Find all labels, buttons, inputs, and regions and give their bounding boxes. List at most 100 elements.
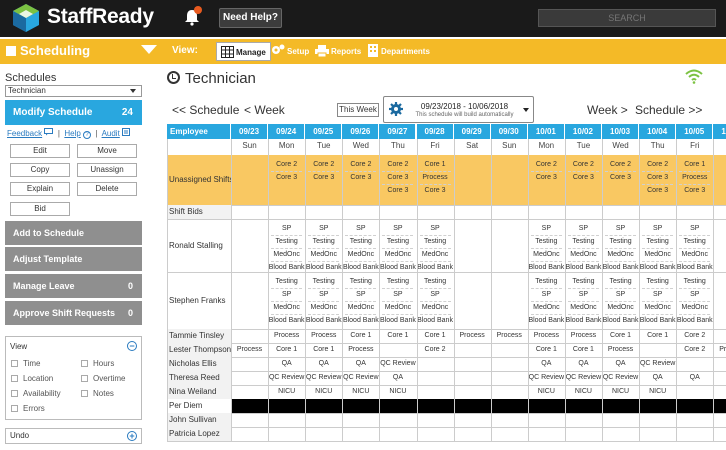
shift-entry[interactable]: Testing [646, 278, 669, 285]
nav-departments[interactable]: Departments [367, 42, 430, 61]
move-button[interactable]: Move [77, 144, 137, 158]
approve-shift-requests-button[interactable]: Approve Shift Requests 0 [5, 301, 142, 325]
shift-entry[interactable]: Testing [683, 238, 706, 245]
date-header[interactable]: 09/24 [268, 124, 306, 139]
manage-leave-button[interactable]: Manage Leave 0 [5, 274, 142, 298]
shift-entry[interactable]: Core 3 [610, 174, 632, 181]
shift-entry[interactable]: Blood Bank [676, 264, 713, 271]
shift-entry[interactable]: MedOnc [310, 251, 337, 258]
view-option-time[interactable]: Time [11, 359, 40, 368]
shift-entry[interactable]: Core 3 [387, 174, 409, 181]
shift-entry[interactable]: SP [615, 225, 626, 232]
add-to-schedule-button[interactable]: Add to Schedule [5, 221, 142, 245]
view-option-availability[interactable]: Availability [11, 389, 61, 398]
shift-entry[interactable]: Testing [572, 278, 595, 285]
shift-entry[interactable]: NICU [649, 388, 667, 395]
shift-entry[interactable]: Blood Bank [305, 264, 342, 271]
shift-entry[interactable]: Testing [572, 238, 595, 245]
shift-entry[interactable]: NICU [537, 388, 555, 395]
shift-entry[interactable]: Testing [683, 278, 706, 285]
shift-entry[interactable]: QA [541, 360, 552, 367]
shift-entry[interactable]: QC Review [380, 360, 416, 367]
shift-entry[interactable]: MedOnc [570, 251, 597, 258]
shift-entry[interactable]: SP [541, 291, 552, 298]
shift-entry[interactable]: Core 1 [572, 346, 594, 353]
shift-entry[interactable]: NICU [278, 388, 296, 395]
shift-entry[interactable]: Core 2 [684, 332, 706, 339]
shift-entry[interactable]: MedOnc [681, 304, 708, 311]
bid-button[interactable]: Bid [10, 202, 70, 216]
shift-entry[interactable]: SP [652, 225, 663, 232]
shift-entry[interactable]: SP [356, 291, 366, 298]
adjust-template-button[interactable]: Adjust Template [5, 247, 142, 271]
shift-entry[interactable]: Core 2 [387, 161, 409, 168]
shift-entry[interactable]: Core 3 [350, 174, 372, 181]
shift-entry[interactable]: Blood Bank [305, 317, 342, 324]
shift-entry[interactable]: Core 1 [647, 332, 669, 339]
shift-entry[interactable]: Process [273, 332, 300, 339]
shift-entry[interactable]: MedOnc [533, 304, 560, 311]
shift-entry[interactable]: Core 3 [647, 187, 669, 194]
shift-entry[interactable]: SP [281, 225, 292, 232]
date-header[interactable]: 10/06 [713, 124, 726, 139]
view-option-location[interactable]: Location [11, 374, 53, 383]
shift-entry[interactable]: Blood Bank [639, 317, 676, 324]
shift-entry[interactable]: Testing [646, 238, 669, 245]
shift-entry[interactable]: SP [281, 291, 292, 298]
shift-entry[interactable]: Process [607, 346, 634, 353]
date-header[interactable]: 09/30 [490, 124, 528, 139]
shift-entry[interactable]: Core 2 [572, 161, 594, 168]
shift-entry[interactable]: Testing [312, 238, 335, 245]
help-link[interactable]: Help [64, 129, 81, 138]
shift-entry[interactable]: Core 1 [535, 346, 557, 353]
shift-entry[interactable]: MedOnc [273, 304, 300, 311]
shift-entry[interactable]: MedOnc [533, 251, 560, 258]
shift-entry[interactable]: QC Review [602, 374, 639, 381]
shift-entry[interactable]: Testing [386, 238, 410, 245]
shift-entry[interactable]: NICU [352, 388, 370, 395]
date-header[interactable]: 10/01 [527, 124, 565, 139]
employee-name[interactable]: Nicholas Ellis [167, 357, 231, 371]
next-schedule-link[interactable]: Schedule >> [635, 103, 703, 117]
shift-entry[interactable]: MedOnc [570, 304, 597, 311]
explain-button[interactable]: Explain [10, 182, 70, 196]
shift-entry[interactable]: NICU [389, 388, 407, 395]
shift-entry[interactable]: Testing [386, 278, 410, 285]
shift-entry[interactable]: Process [422, 174, 448, 181]
shift-entry[interactable]: Core 2 [647, 161, 669, 168]
shift-entry[interactable]: Testing [535, 238, 558, 245]
schedule-select[interactable]: Technician [5, 85, 142, 97]
shift-entry[interactable]: Blood Bank [268, 317, 305, 324]
shift-entry[interactable]: Blood Bank [676, 317, 713, 324]
shift-entry[interactable]: Core 2 [276, 161, 298, 168]
employee-name[interactable]: Lester Thompson [167, 343, 231, 357]
copy-button[interactable]: Copy [10, 163, 70, 177]
shift-entry[interactable]: Blood Bank [565, 317, 602, 324]
shift-entry[interactable]: Blood Bank [528, 317, 565, 324]
date-header[interactable]: 09/27 [379, 124, 417, 139]
shift-entry[interactable]: Core 3 [424, 187, 446, 194]
shift-entry[interactable]: SP [690, 291, 700, 298]
shift-entry[interactable]: QC Review [343, 374, 379, 381]
shift-entry[interactable]: Core 2 [424, 346, 446, 353]
shift-entry[interactable]: NICU [574, 388, 592, 395]
shift-entry[interactable]: Testing [349, 278, 372, 285]
shift-entry[interactable]: Process [348, 346, 374, 353]
shift-entry[interactable]: Blood Bank [417, 264, 453, 271]
undo-panel[interactable]: Undo + [5, 428, 142, 444]
expand-plus-icon[interactable]: + [127, 431, 137, 441]
shift-entry[interactable]: Core 1 [313, 346, 335, 353]
shift-entry[interactable]: SP [319, 291, 329, 298]
date-header[interactable]: 10/04 [639, 124, 677, 139]
employee-name[interactable]: Shift Bids [167, 205, 231, 219]
shift-entry[interactable]: Process [682, 174, 708, 181]
employee-name[interactable]: John Sullivan [167, 413, 231, 427]
nav-reports[interactable]: Reports [315, 42, 361, 61]
date-header[interactable]: 09/26 [342, 124, 380, 139]
shift-entry[interactable]: MedOnc [384, 304, 412, 311]
shift-entry[interactable]: Testing [609, 278, 632, 285]
shift-entry[interactable]: SP [690, 225, 700, 232]
shift-entry[interactable]: SP [652, 291, 663, 298]
shift-entry[interactable]: SP [319, 225, 329, 232]
nav-manage[interactable]: Manage [216, 42, 271, 61]
